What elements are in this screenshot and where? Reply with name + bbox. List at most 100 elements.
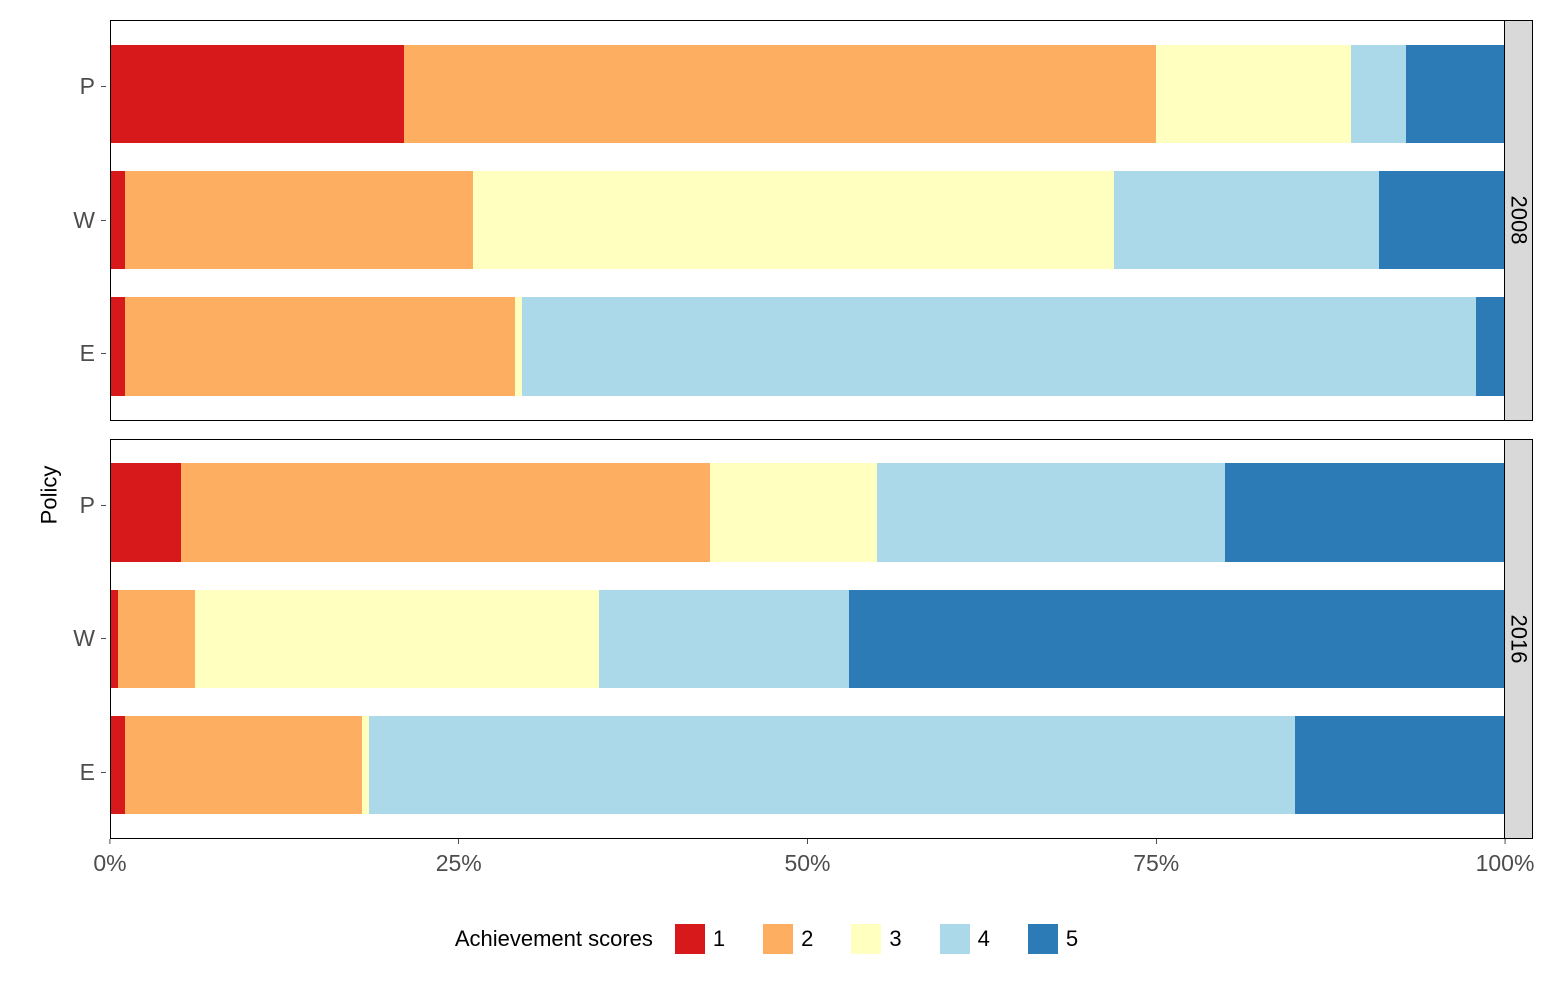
bar-row xyxy=(111,297,1504,395)
panel-row: 2008 xyxy=(110,20,1533,421)
legend-label: 3 xyxy=(889,926,901,952)
bar-segment xyxy=(473,171,1114,269)
bar-segment xyxy=(1476,297,1504,395)
legend-item: 4 xyxy=(940,924,1010,954)
bar-segment xyxy=(125,716,362,814)
bar-segment xyxy=(118,590,195,688)
x-tick: 0% xyxy=(93,839,126,877)
bar-row xyxy=(111,716,1504,814)
bar-segment xyxy=(125,171,473,269)
tick-mark xyxy=(807,839,808,844)
x-tick-label: 75% xyxy=(1133,850,1179,877)
x-tick: 25% xyxy=(436,839,482,877)
legend: Achievement scores 1 2 3 4 5 xyxy=(20,909,1533,969)
y-tick-label: P xyxy=(80,492,95,519)
chart-area: P W E P W E 2008 2016 xyxy=(60,20,1533,839)
y-tick-label: W xyxy=(73,625,95,652)
y-tick-item: W xyxy=(60,154,110,287)
tick-mark xyxy=(1156,839,1157,844)
y-tick-label: E xyxy=(80,759,95,786)
x-tick: 75% xyxy=(1133,839,1179,877)
x-axis: 0%25%50%75%100% xyxy=(110,839,1533,889)
tick-mark xyxy=(101,505,106,506)
tick-mark xyxy=(1504,839,1505,844)
bar-segment xyxy=(362,716,369,814)
bar-segment xyxy=(1379,171,1504,269)
bar-segment xyxy=(1406,45,1504,143)
bar-segment xyxy=(111,463,181,561)
y-axis-label: Policy xyxy=(36,465,62,524)
panel xyxy=(110,20,1505,421)
y-tick-item: W xyxy=(60,572,110,705)
y-ticks-column: P W E P W E xyxy=(60,20,110,839)
facet-label: 2016 xyxy=(1506,614,1532,663)
bar-segment xyxy=(111,171,125,269)
bar-segment xyxy=(181,463,710,561)
x-tick-label: 50% xyxy=(784,850,830,877)
y-tick-label: E xyxy=(80,340,95,367)
y-tick-label: W xyxy=(73,207,95,234)
panel xyxy=(110,439,1505,840)
x-tick-label: 0% xyxy=(93,850,126,877)
bar-segment xyxy=(522,297,1476,395)
tick-mark xyxy=(458,839,459,844)
bar-row xyxy=(111,171,1504,269)
tick-mark xyxy=(101,638,106,639)
y-tick-item: P xyxy=(60,439,110,572)
tick-mark xyxy=(101,220,106,221)
bar-segment xyxy=(1351,45,1407,143)
bar-segment xyxy=(849,590,1504,688)
legend-item: 5 xyxy=(1028,924,1098,954)
bar-segment xyxy=(111,45,404,143)
legend-swatch xyxy=(1028,924,1058,954)
facet-strip: 2008 xyxy=(1505,20,1533,421)
tick-mark xyxy=(101,86,106,87)
legend-item: 2 xyxy=(763,924,833,954)
legend-label: 2 xyxy=(801,926,813,952)
x-tick: 50% xyxy=(784,839,830,877)
bar-segment xyxy=(1295,716,1504,814)
y-tick-item: E xyxy=(60,287,110,420)
x-tick-label: 100% xyxy=(1476,850,1535,877)
facet-strip: 2016 xyxy=(1505,439,1533,840)
panel-row: 2016 xyxy=(110,439,1533,840)
legend-swatch xyxy=(940,924,970,954)
y-tick-item: P xyxy=(60,20,110,153)
legend-item: 1 xyxy=(675,924,745,954)
y-tick-group: P W E xyxy=(60,20,110,421)
legend-swatch xyxy=(763,924,793,954)
facet-label: 2008 xyxy=(1506,196,1532,245)
bar-segment xyxy=(125,297,515,395)
bar-segment xyxy=(515,297,522,395)
legend-title: Achievement scores xyxy=(455,926,653,952)
bar-segment xyxy=(369,716,1295,814)
bar-segment xyxy=(1156,45,1351,143)
panels-column: 2008 2016 xyxy=(110,20,1533,839)
tick-mark xyxy=(110,839,111,844)
bar-row xyxy=(111,463,1504,561)
bar-row xyxy=(111,590,1504,688)
bar-segment xyxy=(599,590,850,688)
legend-label: 1 xyxy=(713,926,725,952)
y-tick-label: P xyxy=(80,73,95,100)
faceted-stacked-bar-chart: Policy P W E P W E 2008 2016 0% 25% 50% 75% 100% A… xyxy=(20,20,1533,969)
bar-segment xyxy=(1114,171,1379,269)
bar-segment xyxy=(404,45,1156,143)
y-tick-group: P W E xyxy=(60,439,110,840)
bar-segment xyxy=(710,463,877,561)
bar-segment xyxy=(877,463,1225,561)
legend-item: 3 xyxy=(851,924,921,954)
tick-mark xyxy=(101,353,106,354)
bar-row xyxy=(111,45,1504,143)
bar-segment xyxy=(1225,463,1504,561)
legend-swatch xyxy=(675,924,705,954)
bar-segment xyxy=(111,297,125,395)
x-tick-label: 25% xyxy=(436,850,482,877)
legend-label: 4 xyxy=(978,926,990,952)
legend-label: 5 xyxy=(1066,926,1078,952)
bar-segment xyxy=(195,590,599,688)
y-tick-item: E xyxy=(60,706,110,839)
tick-mark xyxy=(101,772,106,773)
bar-segment xyxy=(111,716,125,814)
legend-swatch xyxy=(851,924,881,954)
